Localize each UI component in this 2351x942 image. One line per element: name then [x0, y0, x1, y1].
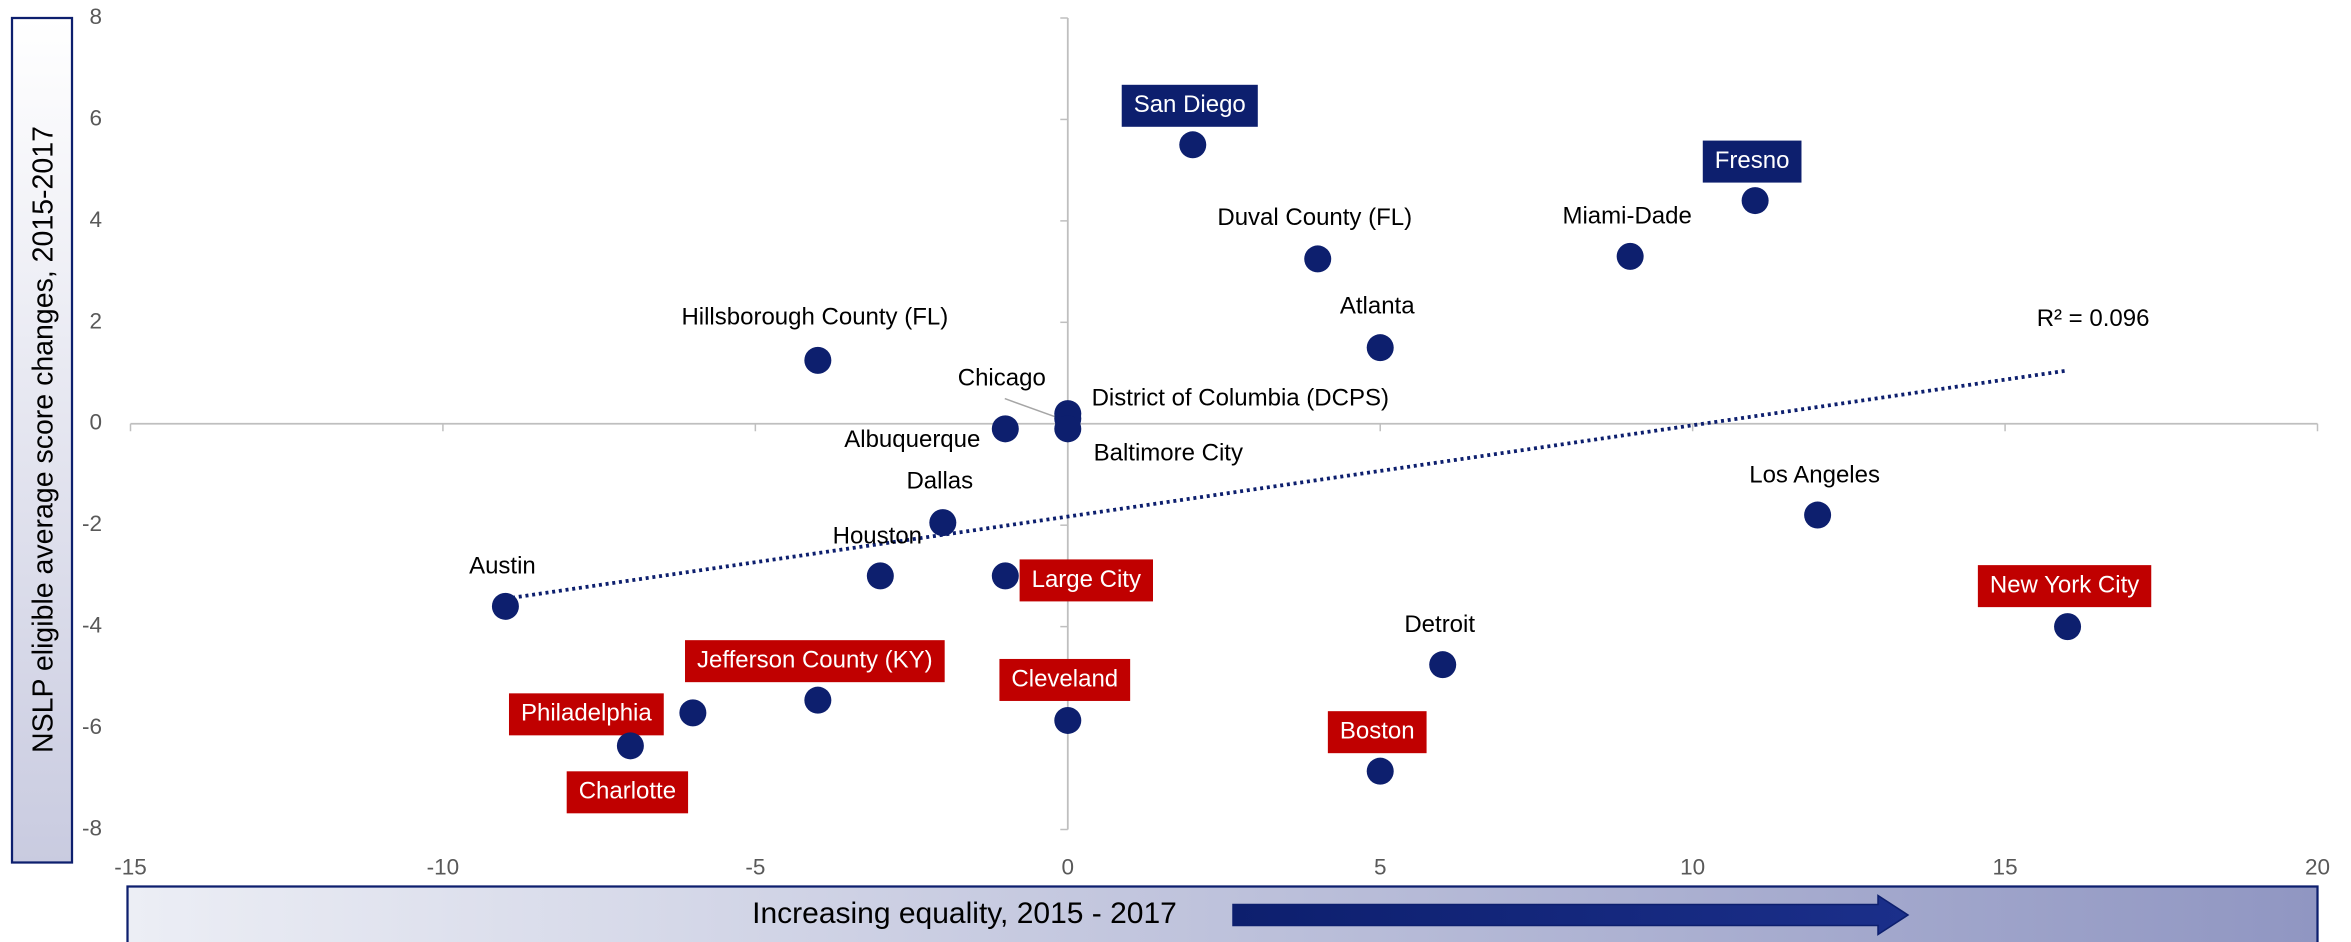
arrow	[1232, 894, 1910, 936]
leader-line	[1004, 397, 1060, 419]
x-label-box	[126, 885, 2319, 942]
y-tick-label: -6	[82, 714, 102, 739]
point	[1429, 651, 1457, 679]
x-tick-label: -15	[114, 854, 147, 879]
point	[991, 415, 1019, 443]
y-tick-label: 2	[89, 308, 102, 333]
point-label: Large City	[1032, 566, 1141, 593]
point-label: Austin	[469, 553, 536, 580]
y-tick-label: 4	[89, 207, 102, 232]
y-tick-label: -8	[82, 815, 102, 840]
point	[1054, 415, 1082, 443]
y-label-box	[10, 16, 74, 864]
point	[1054, 706, 1082, 734]
point	[866, 562, 894, 590]
point-label: New York City	[1990, 571, 2139, 598]
point	[1179, 131, 1207, 159]
x-tick-label: 15	[1993, 854, 2018, 879]
point	[1616, 242, 1644, 270]
y-axis-label: NSLP eligible average score changes, 201…	[28, 126, 60, 753]
point	[804, 686, 832, 714]
label-box	[1019, 559, 1153, 602]
point	[616, 732, 644, 760]
point-label: Chicago	[958, 364, 1046, 391]
point	[1366, 334, 1394, 362]
y-tick-label: -4	[82, 613, 102, 638]
point-label: Atlanta	[1340, 293, 1415, 320]
point-label: Cleveland	[1011, 665, 1118, 692]
y-tick-label: 8	[89, 4, 102, 29]
x-tick-label: -10	[427, 854, 460, 879]
point-label: Detroit	[1404, 611, 1475, 638]
point	[1366, 757, 1394, 785]
point-label: Fresno	[1715, 147, 1790, 174]
point	[929, 509, 957, 537]
point-label: Baltimore City	[1094, 440, 1243, 467]
point-label: Charlotte	[579, 778, 676, 805]
point-label: Los Angeles	[1749, 461, 1880, 488]
point	[1304, 245, 1332, 273]
point	[1804, 501, 1832, 529]
label-box	[999, 658, 1131, 701]
r-squared: R² = 0.096	[2037, 305, 2150, 332]
y-tick-label: 6	[89, 105, 102, 130]
point-label: Miami-Dade	[1562, 203, 1691, 230]
x-axis-label: Increasing equality, 2015 - 2017	[752, 897, 1177, 930]
point-label: District of Columbia (DCPS)	[1092, 385, 1389, 412]
point-label: Boston	[1340, 718, 1415, 745]
y-tick-label: 0	[89, 410, 102, 435]
x-tick-label: -5	[745, 854, 765, 879]
x-tick-label: 0	[1062, 854, 1075, 879]
x-tick-label: 10	[1680, 854, 1705, 879]
point	[2054, 613, 2082, 641]
label-box	[1977, 565, 2152, 608]
point-label: Albuquerque	[844, 426, 980, 453]
label-box	[685, 640, 945, 683]
point-label: Jefferson County (KY)	[697, 647, 933, 674]
label-box	[508, 693, 664, 736]
point-label: Hillsborough County (FL)	[681, 304, 948, 331]
label-box	[1327, 711, 1427, 754]
point-label: Houston	[833, 522, 922, 549]
x-tick-label: 20	[2305, 854, 2330, 879]
label-box	[566, 771, 689, 814]
point	[991, 562, 1019, 590]
point-label: Duval County (FL)	[1217, 204, 1412, 231]
point	[491, 592, 519, 620]
point	[804, 346, 832, 374]
y-tick-label: -2	[82, 511, 102, 536]
point-label: Dallas	[906, 467, 973, 494]
point-label: San Diego	[1134, 91, 1246, 118]
label-box	[1121, 84, 1258, 127]
x-tick-label: 5	[1374, 854, 1387, 879]
point	[679, 699, 707, 727]
point	[1741, 187, 1769, 215]
point-label: Philadelphia	[521, 700, 652, 727]
label-box	[1702, 140, 1802, 183]
